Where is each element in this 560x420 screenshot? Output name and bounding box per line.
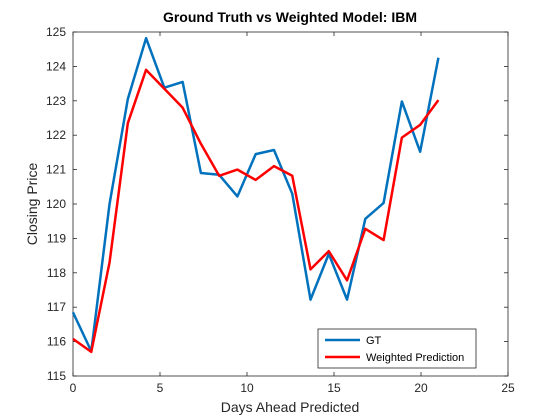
x-tick-label: 0 — [70, 381, 77, 395]
legend: GT Weighted Prediction — [317, 328, 477, 369]
chart-title: Ground Truth vs Weighted Model: IBM — [163, 9, 417, 25]
y-tick-label: 118 — [47, 266, 66, 280]
x-tick-label: 25 — [501, 381, 515, 395]
x-tick-label: 20 — [414, 381, 428, 395]
x-tick-label: 5 — [157, 381, 164, 395]
y-tick-label: 122 — [46, 128, 66, 142]
y-tick-label: 125 — [46, 25, 66, 39]
y-tick-label: 116 — [47, 335, 66, 349]
series-layer — [71, 36, 440, 354]
plot-area — [72, 31, 509, 377]
x-tick-label: 10 — [240, 381, 254, 395]
y-axis: 115 116 117 118 119 120 121 122 123 124 125 — [46, 25, 508, 383]
y-axis-label: Closing Price — [24, 163, 40, 246]
legend-box — [317, 328, 477, 369]
y-tick-label: 115 — [47, 369, 66, 383]
y-tick-label: 123 — [46, 94, 66, 108]
y-tick-label: 124 — [46, 59, 66, 73]
x-axis: 0 5 10 15 20 25 — [70, 32, 515, 395]
y-tick-label: 117 — [47, 300, 66, 314]
y-tick-label: 121 — [46, 163, 66, 177]
series-line-gt — [71, 36, 440, 353]
series-line-weighted-prediction — [72, 68, 440, 354]
x-tick-label: 15 — [327, 381, 341, 395]
legend-label-weighted-prediction: Weighted Prediction — [366, 352, 464, 364]
legend-label-gt: GT — [366, 335, 382, 347]
y-tick-label: 120 — [46, 197, 66, 211]
y-tick-label: 119 — [47, 231, 66, 245]
x-axis-label: Days Ahead Predicted — [221, 399, 360, 415]
